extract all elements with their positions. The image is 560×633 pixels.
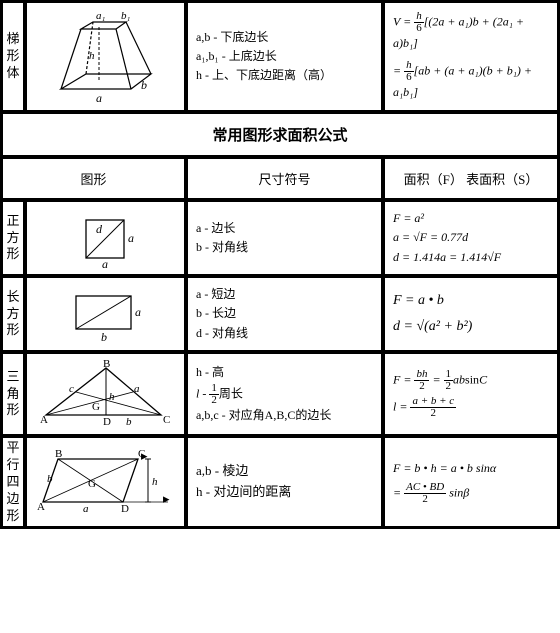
triangle-label: 三角形 [2,353,24,435]
col-form: 面积（F） 表面积（S） [384,158,558,199]
svg-text:A: A [37,501,45,513]
square-diagram: d a a [26,201,185,275]
sym-line: a,b - 棱边 [196,461,373,482]
triangle-formula: F = bh2 = 12absinC l = a + b + c2 [384,353,558,435]
frustum-formula: V = h6[(2a + a₁)b + (2a₁ + a)b₁] = h6[ab… [384,2,558,111]
row-parallelogram: 平行四边形 A B C D G a b h ▸ ▸ a,b - 棱边 h - 对… [2,437,558,527]
svg-text:G: G [92,401,100,413]
triangle-symbols: h - 高 l - 12周长 a,b,c - 对应角A,B,C的边长 [187,353,382,435]
sym-line: h - 对边间的距离 [196,482,373,503]
svg-text:▸: ▸ [141,448,148,463]
frustum-diagram: a b a₁ b₁ h [26,2,185,111]
row-square: 正方形 d a a a - 边长 b - 对角线 F = a² a = √F =… [2,201,558,275]
sym-line: a - 边长 [196,219,373,238]
svg-text:a: a [128,231,134,245]
column-headers: 图形 尺寸符号 面积（F） 表面积（S） [2,158,558,199]
row-triangle: 三角形 A B C D G a b c h h - 高 l - 12周长 a,b… [2,353,558,435]
svg-text:h: h [109,391,115,403]
svg-text:C: C [163,414,170,426]
frustum-symbols: a,b - 下底边长 a₁,b₁ - 上底边长 h - 上、下底边距离（高） [187,2,382,111]
svg-text:G: G [88,478,96,490]
label-h: h [89,50,95,62]
row-rect: 长方形 a b a - 短边 b - 长边 d - 对角线 F = a • b … [2,277,558,351]
form-line: F = b • h = a • b sinα [393,459,549,478]
sym-line: l - 12周长 [196,383,373,406]
square-label: 正方形 [2,201,24,275]
rect-formula: F = a • b d = √(a² + b²) [384,277,558,351]
para-formula: F = b • h = a • b sinα = AC • BD2 sinβ [384,437,558,527]
form-line: l = a + b + c2 [393,396,549,419]
sym-line: b - 长边 [196,304,373,323]
form-line: = AC • BD2 sinβ [393,482,549,505]
square-formula: F = a² a = √F = 0.77d d = 1.414a = 1.414… [384,201,558,275]
sym-line: h - 上、下底边距离（高） [196,66,373,85]
svg-text:a: a [102,257,108,268]
col-shape: 图形 [2,158,185,199]
rect-label: 长方形 [2,277,24,351]
para-symbols: a,b - 棱边 h - 对边间的距离 [187,437,382,527]
svg-text:B: B [103,360,110,370]
svg-text:a: a [83,503,89,515]
svg-text:c: c [69,383,74,395]
svg-text:a: a [134,383,140,395]
geometry-table: 梯形体 a b a₁ b₁ h a,b - 下底边长 a₁,b₁ - 上底边长 … [0,0,560,529]
label-a: a [96,91,102,104]
sym-line: h - 高 [196,363,373,382]
svg-text:D: D [103,416,111,428]
form-line: F = bh2 = 12absinC [393,369,549,392]
square-symbols: a - 边长 b - 对角线 [187,201,382,275]
svg-text:▸: ▸ [163,491,170,506]
rect-symbols: a - 短边 b - 长边 d - 对角线 [187,277,382,351]
svg-text:h: h [152,476,158,488]
label-a1: a₁ [96,10,106,22]
rect-diagram: a b [26,277,185,351]
sym-line: a,b - 下底边长 [196,28,373,47]
svg-text:a: a [135,305,141,319]
sym-line: a₁,b₁ - 上底边长 [196,47,373,66]
svg-text:A: A [40,414,48,426]
para-label: 平行四边形 [2,437,24,527]
svg-text:B: B [55,448,62,460]
sym-line: d - 对角线 [196,324,373,343]
svg-text:b: b [126,416,132,428]
svg-text:d: d [96,222,103,236]
svg-text:b: b [47,473,53,485]
svg-text:D: D [121,503,129,515]
svg-text:b: b [101,330,107,344]
sym-line: a,b,c - 对应角A,B,C的边长 [196,406,373,425]
section-header: 常用图形求面积公式 [2,113,558,156]
label-b1: b₁ [121,10,131,22]
sym-line: a - 短边 [196,285,373,304]
frustum-row: 梯形体 a b a₁ b₁ h a,b - 下底边长 a₁,b₁ - 上底边长 … [2,2,558,111]
sym-line: b - 对角线 [196,238,373,257]
label-b: b [141,78,147,92]
triangle-diagram: A B C D G a b c h [26,353,185,435]
para-diagram: A B C D G a b h ▸ ▸ [26,437,185,527]
col-sym: 尺寸符号 [187,158,382,199]
frustum-label: 梯形体 [2,2,24,111]
